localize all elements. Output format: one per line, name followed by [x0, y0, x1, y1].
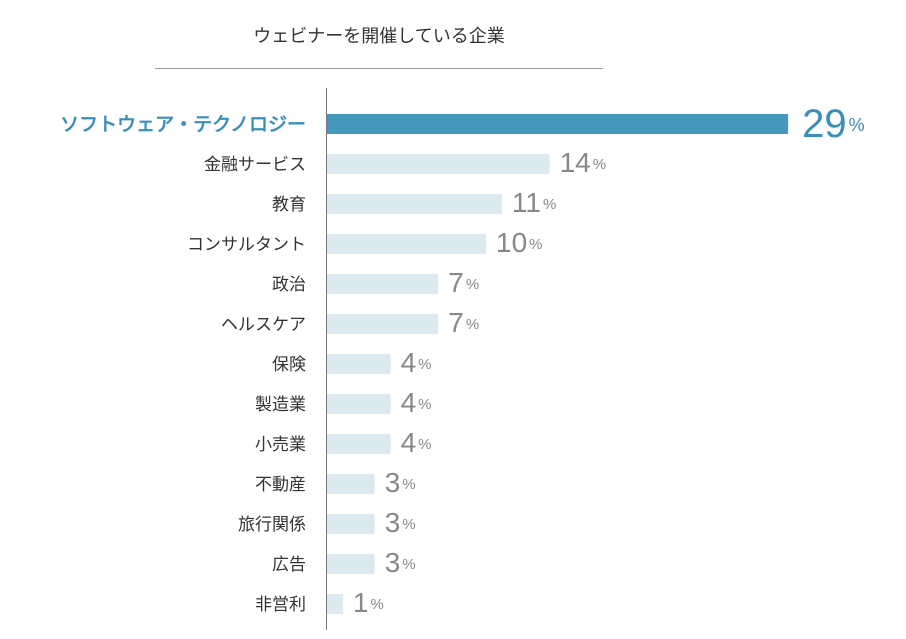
category-label-12: 非営利	[255, 595, 306, 615]
value-percent-8: %	[418, 436, 431, 453]
value-percent-12: %	[370, 596, 383, 613]
value-label-9: 3%	[385, 467, 416, 498]
value-percent-1: %	[593, 156, 606, 173]
value-label-6: 4%	[401, 347, 432, 378]
value-label-2: 11%	[512, 187, 556, 218]
value-percent-10: %	[402, 516, 415, 533]
bar-1	[327, 154, 550, 174]
bars-group: ソフトウェア・テクノロジー 29 %金融サービス 14 %教育 11 %コンサルタント 10%…	[60, 102, 864, 619]
value-number-7: 4	[401, 387, 417, 418]
bar-6	[327, 354, 391, 374]
value-label-10: 3%	[385, 507, 416, 538]
value-percent-2: %	[543, 196, 556, 213]
category-label-11: 広告	[272, 555, 306, 575]
bar-9	[327, 474, 375, 494]
value-number-11: 3	[385, 547, 401, 578]
category-label-3: コンサルタント	[187, 235, 306, 255]
value-label-5: 7%	[448, 307, 479, 338]
value-number-1: 14	[560, 147, 591, 178]
value-percent-7: %	[418, 396, 431, 413]
value-label-11: 3%	[385, 547, 416, 578]
bar-3	[327, 234, 486, 254]
value-number-6: 4	[401, 347, 417, 378]
value-number-9: 3	[385, 467, 401, 498]
value-number-0: 29	[802, 102, 847, 146]
category-label-6: 保険	[272, 355, 306, 375]
value-number-3: 10	[496, 227, 527, 258]
bar-12	[327, 594, 343, 614]
chart-title: ウェビナーを開催している企業	[253, 26, 505, 47]
value-label-8: 4%	[401, 427, 432, 458]
category-label-9: 不動産	[255, 475, 306, 495]
bar-5	[327, 314, 439, 334]
value-percent-3: %	[529, 236, 542, 253]
category-label-2: 教育	[272, 195, 306, 215]
bar-11	[327, 554, 375, 574]
value-label-12: 1%	[353, 587, 384, 618]
value-number-12: 1	[353, 587, 369, 618]
value-number-8: 4	[401, 427, 417, 458]
category-label-10: 旅行関係	[238, 515, 306, 535]
value-percent-6: %	[418, 356, 431, 373]
value-percent-9: %	[402, 476, 415, 493]
value-percent-0: %	[849, 115, 865, 135]
value-number-10: 3	[385, 507, 401, 538]
value-number-2: 11	[512, 187, 541, 218]
value-label-4: 7%	[448, 267, 479, 298]
category-label-1: 金融サービス	[204, 155, 306, 175]
bar-10	[327, 514, 375, 534]
value-percent-11: %	[402, 556, 415, 573]
bar-7	[327, 394, 391, 414]
category-label-0: ソフトウェア・テクノロジー	[60, 114, 306, 136]
category-label-4: 政治	[272, 275, 306, 295]
value-label-7: 4%	[401, 387, 432, 418]
value-percent-4: %	[466, 276, 479, 293]
category-label-8: 小売業	[255, 435, 306, 455]
value-number-5: 7	[448, 307, 464, 338]
value-percent-5: %	[466, 316, 479, 333]
value-label-0: 29%	[802, 102, 865, 146]
bar-0	[327, 114, 789, 134]
bar-4	[327, 274, 439, 294]
category-label-5: ヘルスケア	[221, 315, 306, 335]
bar-8	[327, 434, 391, 454]
value-label-3: 10%	[496, 227, 543, 258]
value-label-1: 14%	[560, 147, 607, 178]
title-divider	[155, 68, 603, 69]
value-number-4: 7	[448, 267, 464, 298]
bar-2	[327, 194, 502, 214]
category-label-7: 製造業	[255, 395, 306, 415]
